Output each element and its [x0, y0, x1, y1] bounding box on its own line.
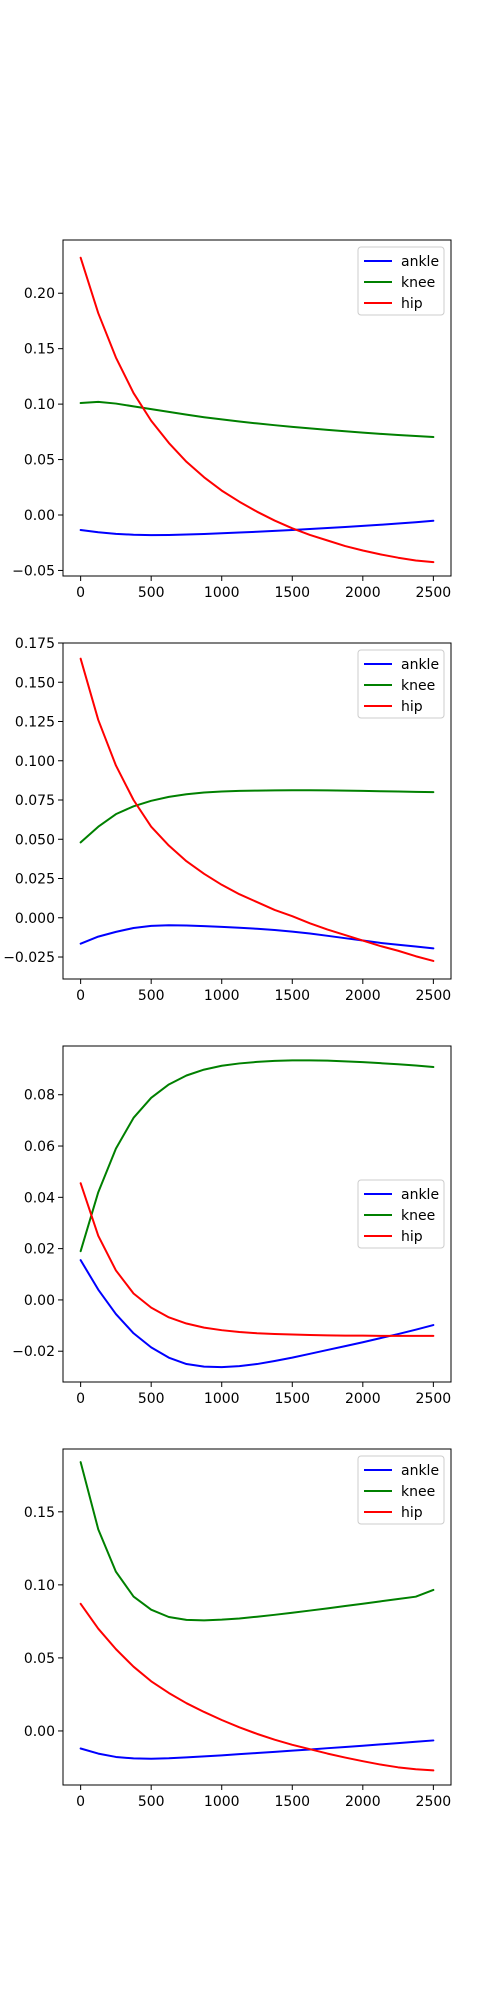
y-tick-label: 0.00 [24, 1724, 55, 1740]
y-tick-label: 0.00 [24, 1293, 55, 1309]
axes-frame [62, 1045, 452, 1383]
y-tick-label: 0.100 [15, 754, 55, 770]
axes-frame [62, 239, 452, 577]
legend-label-knee: knee [401, 1484, 435, 1500]
y-tick-label: 0.10 [24, 397, 55, 413]
series-line-knee [79, 1059, 435, 1253]
y-tick-label: 0.02 [24, 1242, 55, 1258]
x-tick-label: 0 [76, 1391, 85, 1407]
legend-label-ankle: ankle [401, 254, 439, 270]
legend-label-ankle: ankle [401, 1463, 439, 1479]
series-line-knee [79, 400, 435, 439]
x-tick-label: 2500 [416, 1794, 452, 1810]
series-line-hip [79, 1182, 435, 1337]
y-tick-label: 0.00 [24, 508, 55, 524]
x-tick-label: 0 [76, 988, 85, 1004]
y-tick-label: 0.150 [15, 675, 55, 691]
legend-box [357, 1455, 445, 1525]
x-tick-label: 1000 [204, 585, 240, 601]
y-tick-label: −0.02 [12, 1344, 55, 1360]
legend-box [357, 1179, 445, 1249]
y-tick-label: 0.04 [24, 1190, 55, 1206]
y-tick-label: 0.075 [15, 793, 55, 809]
chart-3: 0 500 1000 1500 2000 2500 −0.02 0.00 0.02 0.04 0.0… [12, 1045, 452, 1407]
x-tick-label: 1000 [204, 1391, 240, 1407]
x-tick-label: 0 [76, 1794, 85, 1810]
x-tick-label: 0 [76, 585, 85, 601]
legend-label-ankle: ankle [401, 1187, 439, 1203]
x-tick-label: 1500 [274, 988, 310, 1004]
y-tick-label: 0.08 [24, 1088, 55, 1104]
legend: ankle knee hip [357, 1179, 445, 1249]
y-tick-label: 0.05 [24, 453, 55, 469]
y-tick-label: 0.050 [15, 832, 55, 848]
legend-label-knee: knee [401, 275, 435, 291]
x-tick-label: 2000 [345, 988, 381, 1004]
legend: ankle knee hip [357, 1455, 445, 1525]
x-tick-label: 1500 [274, 1391, 310, 1407]
y-tick-label: 0.06 [24, 1139, 55, 1155]
series-line-ankle [79, 1739, 435, 1760]
legend-label-knee: knee [401, 678, 435, 694]
x-tick-label: 2000 [345, 1794, 381, 1810]
axes-frame [62, 642, 452, 980]
chart-1: 0 500 1000 1500 2000 2500 −0.05 0.00 0.05 0.10 0.1… [12, 239, 452, 601]
legend-label-hip: hip [401, 1229, 423, 1245]
legend-label-ankle: ankle [401, 657, 439, 673]
x-tick-label: 500 [138, 585, 165, 601]
x-tick-label: 2500 [416, 1391, 452, 1407]
y-tick-label: 0.175 [15, 636, 55, 652]
y-tick-label: 0.05 [24, 1651, 55, 1667]
legend-box [357, 246, 445, 316]
x-tick-label: 2000 [345, 585, 381, 601]
legend-label-hip: hip [401, 699, 423, 715]
y-tick-label: −0.025 [3, 950, 55, 966]
series-line-hip [79, 1602, 435, 1772]
chart-4: 0 500 1000 1500 2000 2500 0.00 0.05 0.10 0.15 ankl… [24, 1448, 452, 1810]
legend-label-hip: hip [401, 296, 423, 312]
y-tick-label: 0.15 [24, 342, 55, 358]
series-line-ankle [79, 1259, 435, 1369]
series-line-knee [79, 1461, 435, 1622]
legend: ankle knee hip [357, 246, 445, 316]
series-line-hip [79, 256, 435, 564]
y-tick-label: 0.025 [15, 872, 55, 888]
chart-2: 0 500 1000 1500 2000 2500 −0.025 0.000 0.025 0.05… [3, 636, 452, 1004]
x-tick-label: 500 [138, 1794, 165, 1810]
y-tick-label: 0.10 [24, 1578, 55, 1594]
series-line-ankle [79, 924, 435, 950]
legend-label-hip: hip [401, 1505, 423, 1521]
x-tick-label: 500 [138, 1391, 165, 1407]
y-tick-label: 0.125 [15, 715, 55, 731]
y-tick-label: −0.05 [12, 563, 55, 579]
series-line-knee [79, 789, 435, 844]
series-line-ankle [79, 519, 435, 537]
y-tick-label: 0.20 [24, 286, 55, 302]
y-tick-label: 0.000 [15, 911, 55, 927]
axes-frame [62, 1448, 452, 1786]
legend: ankle knee hip [357, 649, 445, 719]
x-tick-label: 1500 [274, 1794, 310, 1810]
x-tick-label: 1000 [204, 1794, 240, 1810]
x-tick-label: 2500 [416, 988, 452, 1004]
x-tick-label: 1500 [274, 585, 310, 601]
x-tick-label: 2000 [345, 1391, 381, 1407]
y-tick-label: 0.15 [24, 1505, 55, 1521]
series-line-hip [79, 657, 435, 962]
x-tick-label: 2500 [416, 585, 452, 601]
x-tick-label: 500 [138, 988, 165, 1004]
legend-box [357, 649, 445, 719]
legend-label-knee: knee [401, 1208, 435, 1224]
x-tick-label: 1000 [204, 988, 240, 1004]
